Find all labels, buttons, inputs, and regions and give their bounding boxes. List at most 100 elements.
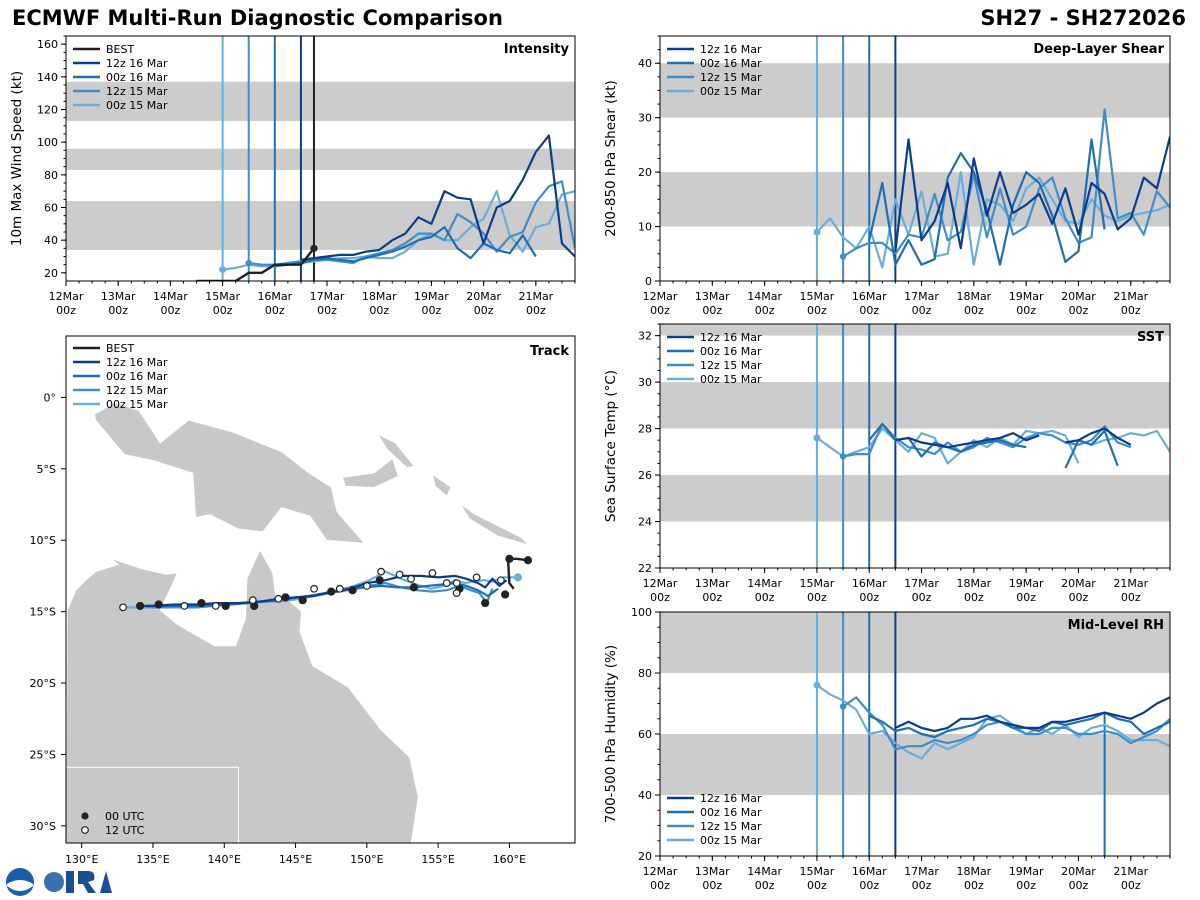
sst-series-0 <box>895 427 1132 449</box>
track-legend-label-2: 00z 16 Mar <box>106 370 168 383</box>
track-xtick-label-1: 135°E <box>136 853 169 866</box>
sst-xtick-day-2: 14Mar <box>747 577 782 590</box>
intensity-ytick-label-0: 20 <box>44 267 58 280</box>
shear-xtick-day-4: 16Mar <box>852 290 887 303</box>
intensity-xtick-hour-4: 00z <box>265 304 285 317</box>
sst-panel: 22242628303212Mar00z13Mar00z14Mar00z15Ma… <box>603 323 1171 604</box>
rh-xtick-hour-8: 00z <box>1069 879 1089 892</box>
shear-xtick-hour-2: 00z <box>755 304 775 317</box>
intensity-ytick-label-5: 120 <box>37 104 58 117</box>
track-xtick-label-4: 150°E <box>350 853 383 866</box>
intensity-xtick-hour-1: 00z <box>108 304 128 317</box>
intensity-start-point <box>219 266 227 274</box>
shear-xtick-day-2: 14Mar <box>747 290 782 303</box>
rh-ytick-label-2: 60 <box>638 728 652 741</box>
rh-series-1 <box>868 711 1170 739</box>
rh-xtick-day-2: 14Mar <box>747 865 782 878</box>
track-ytick-label-0: 0° <box>44 391 57 404</box>
rh-legend-label-1: 00z 16 Mar <box>700 806 762 819</box>
sst-ytick-label-4: 30 <box>638 376 652 389</box>
new-guinea-land <box>94 402 365 544</box>
intensity-xtick-day-8: 20Mar <box>466 290 501 303</box>
shear-start-point-2 <box>839 253 847 260</box>
intensity-xtick-day-1: 13Mar <box>101 290 136 303</box>
track-ytick-label-1: 5°S <box>37 463 56 476</box>
intensity-band-2 <box>66 81 575 121</box>
sst-xtick-hour-6: 00z <box>964 591 984 604</box>
track-dot-12utc-2 <box>452 579 461 587</box>
shear-xtick-hour-5: 00z <box>912 304 932 317</box>
rh-ylabel: 700-500 hPa Humidity (%) <box>603 645 619 823</box>
intensity-ylabel: 10m Max Wind Speed (kt) <box>9 71 25 246</box>
intensity-legend-label-0: BEST <box>106 43 134 56</box>
shear-ytick-label-1: 10 <box>638 221 652 234</box>
track-start-point <box>513 573 522 582</box>
rh-xtick-day-6: 18Mar <box>956 865 991 878</box>
sst-xtick-hour-8: 00z <box>1069 591 1089 604</box>
intensity-legend-label-4: 00z 15 Mar <box>106 99 168 112</box>
intensity-xtick-hour-6: 00z <box>369 304 389 317</box>
intensity-xtick-day-4: 16Mar <box>257 290 292 303</box>
new-ireland-land <box>377 433 415 468</box>
rh-panel: 2040608010012Mar00z13Mar00z14Mar00z15Mar… <box>603 606 1171 892</box>
shear-legend-label-3: 00z 15 Mar <box>700 85 762 98</box>
intensity-ytick-label-2: 60 <box>44 202 58 215</box>
noaa-wave-icon <box>7 880 33 891</box>
rh-xtick-day-3: 15Mar <box>800 865 835 878</box>
track-dot-00utc-15 <box>136 601 145 611</box>
rh-xtick-day-8: 20Mar <box>1061 865 1096 878</box>
shear-xtick-day-6: 18Mar <box>956 290 991 303</box>
shear-band-1 <box>660 63 1170 118</box>
sst-legend-label-1: 00z 16 Mar <box>700 345 762 358</box>
intensity-best-line <box>196 247 315 281</box>
track-xtick-label-6: 160°E <box>493 853 526 866</box>
track-panel: 130°E 135°E 140°E 145°E 150°E 155°E 160°E 0° 5°S… <box>30 335 576 866</box>
sst-xtick-hour-2: 00z <box>755 591 775 604</box>
shear-ylabel: 200-850 hPa Shear (kt) <box>603 80 619 237</box>
intensity-plot-area <box>196 134 575 281</box>
shear-xtick-day-9: 21Mar <box>1113 290 1148 303</box>
track-dot-12utc-5 <box>428 569 437 577</box>
shear-panel: 01020304012Mar00z13Mar00z14Mar00z15Mar00… <box>603 35 1171 317</box>
sst-xtick-hour-9: 00z <box>1121 591 1141 604</box>
track-dot-00utc-7 <box>348 586 357 595</box>
sst-ytick-label-1: 24 <box>638 516 652 529</box>
intensity-legend-label-2: 00z 16 Mar <box>106 71 168 84</box>
intensity-xtick-day-0: 12Mar <box>49 290 84 303</box>
rh-legend-label-0: 12z 16 Mar <box>700 792 762 805</box>
track-dot-00utc-6 <box>375 576 384 585</box>
track-plot-area <box>119 554 533 612</box>
rh-xtick-hour-4: 00z <box>859 879 879 892</box>
sst-xtick-hour-7: 00z <box>1016 591 1036 604</box>
rh-legend-label-2: 12z 15 Mar <box>700 820 762 833</box>
intensity-best-end <box>310 244 318 252</box>
intensity-xtick-hour-2: 00z <box>161 304 181 317</box>
rh-ytick-label-3: 80 <box>638 667 652 680</box>
rh-xtick-hour-6: 00z <box>964 879 984 892</box>
rh-xtick-hour-0: 00z <box>650 879 670 892</box>
rh-xtick-hour-2: 00z <box>755 879 775 892</box>
track-xtick-label-2: 140°E <box>208 853 241 866</box>
shear-series-1 <box>868 138 1106 266</box>
track-ytick-label-4: 20°S <box>30 677 56 690</box>
rh-xtick-day-5: 17Mar <box>904 865 939 878</box>
track-dot-00utc-1 <box>505 554 514 563</box>
intensity-series-0 <box>300 134 575 261</box>
intensity-band-1 <box>66 148 575 170</box>
sst-ylabel: Sea Surface Temp (°C) <box>603 370 619 522</box>
track-dot-00utc-13 <box>197 598 206 608</box>
intensity-xtick-day-7: 19Mar <box>414 290 449 303</box>
track-panel-title: Track <box>530 344 569 359</box>
shear-legend-label-2: 12z 15 Mar <box>700 71 762 84</box>
intensity-panel-title: Intensity <box>504 42 570 57</box>
track-dot-12utc-7 <box>395 570 404 579</box>
rh-xtick-day-0: 12Mar <box>643 865 678 878</box>
track-legend-label-1: 12z 16 Mar <box>106 356 168 369</box>
shear-series-0 <box>894 136 1170 252</box>
rh-start-point <box>813 681 821 689</box>
track-dot-00utc-14 <box>154 600 163 609</box>
sst-xtick-day-1: 13Mar <box>695 577 730 590</box>
sst-xtick-hour-1: 00z <box>702 591 722 604</box>
track-dot-12utc-14 <box>211 602 220 610</box>
